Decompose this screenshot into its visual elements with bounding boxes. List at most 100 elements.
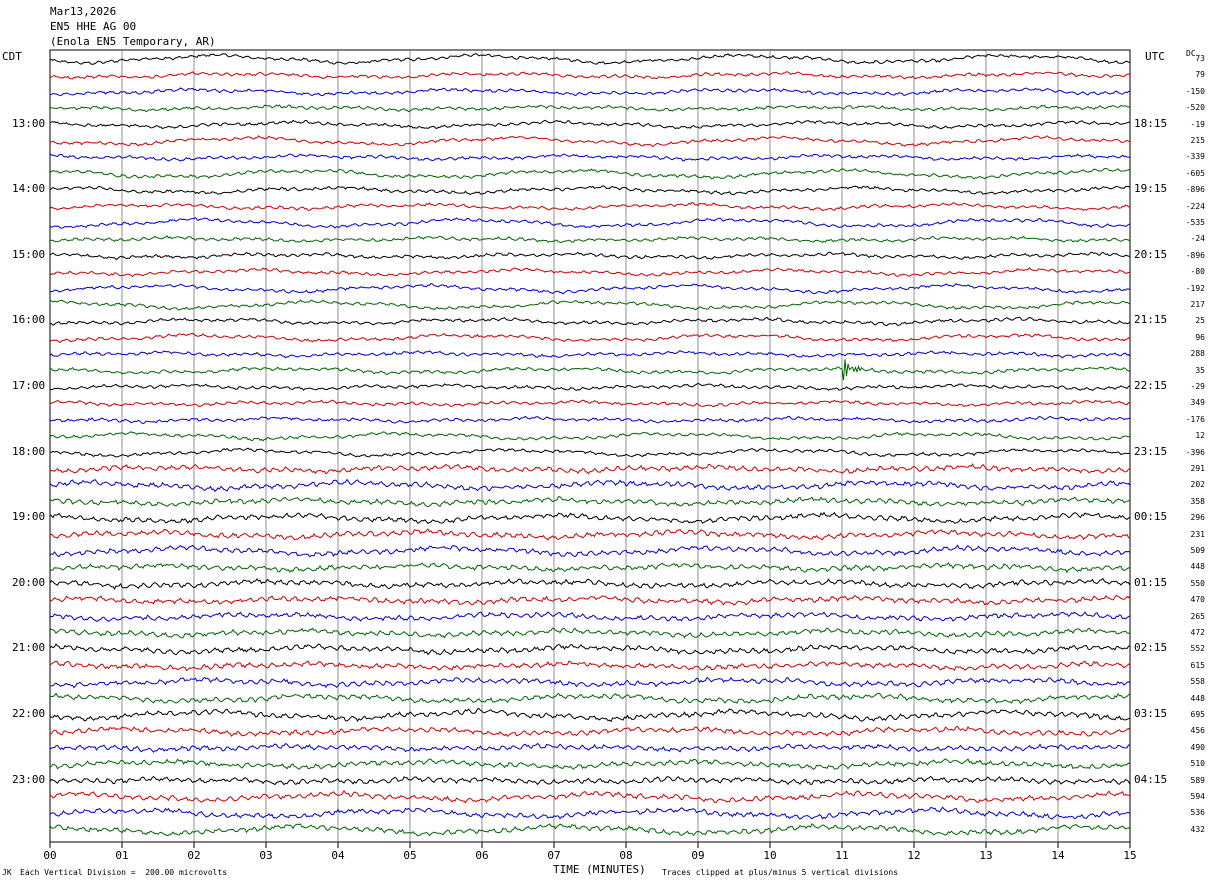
trace-row-1 xyxy=(49,71,1131,80)
hour-label-utc: 18:15 xyxy=(1134,116,1168,130)
plot-frame xyxy=(49,49,1131,843)
trace-row-10 xyxy=(49,217,1131,229)
row-dc-offset: -19 xyxy=(1190,119,1205,129)
row-dc-offset: -896 xyxy=(1185,250,1205,260)
trace-row-31 xyxy=(49,562,1131,574)
row-dc-offset: -192 xyxy=(1185,283,1205,293)
scale-note: Each Vertical Division = 200.00 microvol… xyxy=(20,868,228,877)
row-dc-offset: 288 xyxy=(1190,349,1205,359)
trace-row-6 xyxy=(49,153,1131,162)
row-dc-offset: 12 xyxy=(1195,431,1205,441)
hour-label-cdt: 18:00 xyxy=(12,444,46,458)
trace-row-41 xyxy=(49,725,1131,738)
row-dc-offset: 470 xyxy=(1190,595,1205,605)
row-dc-offset: -396 xyxy=(1185,447,1205,457)
row-dc-offset: 231 xyxy=(1190,529,1205,539)
hour-label-cdt: 20:00 xyxy=(12,575,46,589)
dc-offset-header: DC xyxy=(1186,49,1196,58)
trace-row-9 xyxy=(49,202,1131,212)
trace-row-30 xyxy=(49,544,1131,558)
trace-row-37 xyxy=(49,660,1131,672)
plot-date: Mar13,2026 xyxy=(50,5,117,18)
hour-label-cdt: 13:00 xyxy=(12,116,46,130)
row-dc-offset: -29 xyxy=(1190,382,1205,391)
x-tick-label: 06 xyxy=(475,849,488,862)
x-tick-label: 13 xyxy=(979,849,992,862)
trace-row-47 xyxy=(49,822,1131,837)
trace-row-21 xyxy=(49,399,1131,408)
hour-label-cdt: 23:00 xyxy=(12,772,46,786)
row-dc-offset: 349 xyxy=(1190,398,1205,408)
trace-row-22 xyxy=(49,415,1131,425)
row-dc-offset: -24 xyxy=(1190,234,1205,244)
hour-label-cdt: 16:00 xyxy=(12,313,46,327)
right-timezone-label: UTC xyxy=(1145,50,1165,63)
hour-label-cdt: 19:00 xyxy=(12,510,46,524)
row-dc-offset: 456 xyxy=(1190,726,1205,736)
trace-row-36 xyxy=(49,643,1131,656)
row-dc-offset: -150 xyxy=(1185,86,1205,96)
row-dc-offset: -176 xyxy=(1185,414,1205,424)
row-dc-offset: 73 xyxy=(1195,54,1205,63)
trace-row-33 xyxy=(49,594,1131,606)
x-tick-label: 09 xyxy=(691,849,704,862)
row-dc-offset: -605 xyxy=(1185,168,1205,178)
trace-row-16 xyxy=(49,316,1131,327)
x-tick-label: 03 xyxy=(259,849,272,862)
hour-label-utc: 19:15 xyxy=(1134,182,1168,196)
row-dc-offset: 510 xyxy=(1190,759,1205,769)
row-dc-offset: 25 xyxy=(1195,316,1205,326)
trace-row-46 xyxy=(49,806,1131,820)
x-tick-label: 08 xyxy=(619,849,632,862)
trace-row-35 xyxy=(49,627,1131,639)
row-dc-offset: 594 xyxy=(1190,792,1205,801)
x-tick-label: 02 xyxy=(187,849,200,862)
trace-row-20 xyxy=(49,382,1131,392)
row-dc-offset: -339 xyxy=(1185,152,1205,162)
row-dc-offset: 291 xyxy=(1190,464,1205,473)
trace-row-8 xyxy=(49,185,1131,196)
clip-note: Traces clipped at plus/minus 5 vertical … xyxy=(662,868,899,877)
row-dc-offset: 296 xyxy=(1190,513,1205,523)
hour-label-cdt: 17:00 xyxy=(12,379,46,392)
trace-row-2 xyxy=(49,87,1131,97)
trace-row-34 xyxy=(49,611,1131,623)
trace-row-45 xyxy=(49,789,1131,804)
row-dc-offset: -520 xyxy=(1185,103,1205,113)
x-tick-label: 05 xyxy=(403,849,416,862)
corner-mark: JK xyxy=(2,868,12,877)
trace-row-44 xyxy=(49,775,1131,786)
row-dc-offset: 490 xyxy=(1190,742,1205,752)
trace-row-19 xyxy=(50,359,1131,381)
row-dc-offset: 509 xyxy=(1190,546,1205,555)
station-name: (Enola EN5 Temporary, AR) xyxy=(50,35,216,48)
trace-row-3 xyxy=(49,104,1131,113)
x-tick-label: 07 xyxy=(547,849,560,862)
x-tick-label: 14 xyxy=(1051,849,1065,862)
row-dc-offset: 358 xyxy=(1190,496,1205,506)
trace-row-42 xyxy=(49,742,1131,753)
trace-row-25 xyxy=(49,463,1131,475)
hour-label-utc: 02:15 xyxy=(1134,641,1168,655)
row-dc-offset: -80 xyxy=(1190,267,1205,277)
trace-row-40 xyxy=(49,708,1130,723)
hour-label-utc: 23:15 xyxy=(1134,444,1168,458)
x-axis-title: TIME (MINUTES) xyxy=(553,863,646,876)
trace-row-15 xyxy=(49,299,1131,311)
hour-label-utc: 04:15 xyxy=(1134,772,1168,786)
hour-label-cdt: 14:00 xyxy=(12,182,46,196)
row-dc-offset: 432 xyxy=(1190,824,1205,834)
row-dc-offset: 79 xyxy=(1195,70,1205,80)
hour-label-utc: 01:15 xyxy=(1134,575,1168,589)
row-dc-offset: 558 xyxy=(1190,677,1205,687)
x-tick-label: 00 xyxy=(43,849,56,862)
row-dc-offset: -535 xyxy=(1185,218,1205,227)
trace-row-43 xyxy=(49,758,1131,771)
row-dc-offset: 217 xyxy=(1190,300,1205,309)
hour-label-cdt: 15:00 xyxy=(12,247,46,261)
row-dc-offset: 536 xyxy=(1190,808,1205,818)
trace-row-38 xyxy=(49,676,1131,689)
trace-row-4 xyxy=(49,119,1131,130)
trace-row-24 xyxy=(49,447,1131,458)
row-dc-offset: 265 xyxy=(1190,611,1205,621)
